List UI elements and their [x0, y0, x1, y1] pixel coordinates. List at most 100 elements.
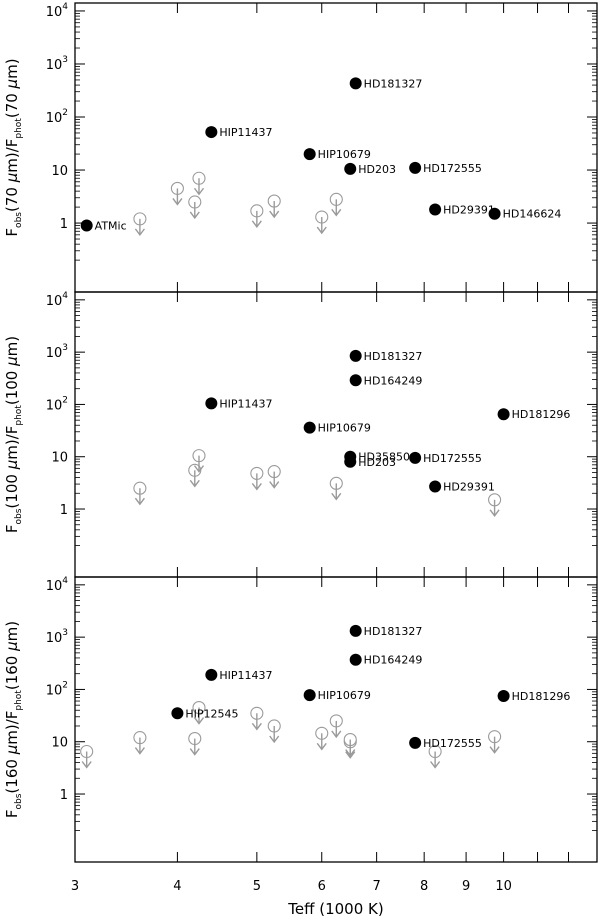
- upper-limit-marker: [329, 714, 343, 739]
- y-tick-exp: 2: [62, 108, 68, 118]
- upper-limit-arrow-head: [193, 187, 205, 196]
- detection-point: [429, 480, 442, 493]
- upper-limit-arrow-head: [269, 735, 280, 744]
- detection-point: [429, 203, 442, 216]
- upper-limit-marker: [267, 465, 281, 489]
- y-tick-label: 104: [46, 291, 69, 309]
- point-label: HD164249: [364, 654, 423, 667]
- upper-limit-marker: [329, 192, 343, 217]
- point-label: HD164249: [364, 374, 423, 387]
- upper-limit-arrow-head: [331, 492, 342, 501]
- y-tick-base: 1: [60, 503, 68, 518]
- y-label-part: μ: [3, 173, 21, 184]
- upper-limit-arrow-head: [134, 228, 145, 237]
- upper-limit-arrow-head: [345, 749, 356, 757]
- point-label: ATMic: [95, 219, 127, 232]
- y-label-part: μ: [3, 460, 21, 471]
- y-label-part: μ: [3, 79, 21, 90]
- x-axis-label: Teff (1000 K): [287, 900, 383, 918]
- y-axis-label: Fobs(70 μm)/Fphot(70 μm): [3, 58, 24, 236]
- upper-limit-arrow-head: [489, 746, 500, 754]
- point-label: HD181296: [512, 408, 571, 421]
- y-label-part: (100: [3, 366, 21, 405]
- upper-limit-arrow-head: [189, 479, 200, 488]
- detection-point: [303, 148, 316, 161]
- y-tick-label: 103: [46, 628, 68, 646]
- point-label: HIP10679: [318, 422, 371, 435]
- detection-point: [409, 451, 422, 464]
- y-tick-exp: 3: [62, 628, 68, 638]
- point-label: HIP10679: [318, 689, 371, 702]
- y-label-part: F: [3, 228, 21, 237]
- point-label: HD172555: [423, 452, 482, 465]
- y-tick-label: 103: [46, 343, 68, 361]
- upper-limit-arrow-head: [134, 497, 145, 506]
- y-tick-base: 10: [46, 579, 63, 594]
- upper-limit-arrow-head: [193, 717, 205, 725]
- y-tick-label: 1: [60, 503, 68, 518]
- x-tick-label: 7: [372, 879, 380, 894]
- detection-point: [205, 668, 218, 681]
- point-label: HIP12545: [185, 707, 238, 720]
- x-tick-label: 5: [253, 879, 261, 894]
- upper-limit-arrow-head: [251, 722, 262, 731]
- upper-limit-marker: [428, 744, 442, 769]
- detection-point: [349, 653, 362, 666]
- y-tick-label: 10: [51, 164, 68, 179]
- y-tick-exp: 3: [62, 55, 68, 65]
- detection-point: [171, 707, 184, 720]
- point-label: HD146624: [503, 208, 562, 221]
- detection-point: [488, 207, 501, 220]
- upper-limit-marker: [488, 493, 502, 517]
- detection-point: [303, 421, 316, 434]
- y-label-part: m): [3, 58, 21, 78]
- upper-limit-marker: [329, 476, 343, 501]
- y-tick-exp: 3: [62, 343, 68, 353]
- y-tick-base: 10: [46, 346, 63, 361]
- y-label-part: obs: [14, 793, 24, 809]
- point-label: HD181327: [364, 625, 423, 638]
- upper-limit-arrow-head: [251, 482, 262, 491]
- upper-limit-arrow-head: [81, 761, 92, 769]
- detection-point: [205, 397, 218, 410]
- y-tick-base: 10: [46, 398, 63, 413]
- y-tick-label: 1: [60, 788, 68, 803]
- upper-limit-arrow-head: [430, 761, 441, 769]
- detection-point: [205, 126, 218, 139]
- y-label-part: m)/F: [3, 711, 21, 745]
- y-tick-label: 103: [46, 55, 68, 73]
- point-label: HIP11437: [219, 126, 272, 139]
- y-tick-base: 10: [46, 294, 63, 309]
- y-tick-base: 10: [46, 631, 63, 646]
- x-tick-label: 8: [420, 879, 428, 894]
- upper-limit-arrow-head: [316, 742, 327, 751]
- upper-limit-marker: [250, 706, 264, 731]
- upper-limit-arrow-head: [345, 751, 356, 759]
- y-label-part: m)/F: [3, 426, 21, 460]
- y-tick-label: 104: [46, 2, 69, 20]
- point-label: HD203: [358, 163, 396, 176]
- upper-limit-marker: [170, 181, 184, 206]
- detection-point: [349, 624, 362, 637]
- y-tick-base: 1: [60, 788, 68, 803]
- point-label: HD181327: [364, 77, 423, 90]
- y-label-part: m): [3, 336, 21, 356]
- y-label-part: m): [3, 621, 21, 641]
- y-tick-label: 1: [60, 217, 68, 232]
- y-tick-base: 10: [51, 451, 68, 466]
- upper-limit-arrow-head: [489, 509, 500, 517]
- upper-limit-marker: [80, 744, 94, 769]
- y-tick-base: 10: [46, 5, 63, 20]
- point-label: HD203: [358, 456, 396, 469]
- y-label-part: F: [3, 809, 21, 818]
- upper-limit-marker: [188, 732, 202, 756]
- upper-limit-marker: [343, 733, 357, 757]
- x-tick-label: 4: [173, 879, 181, 894]
- upper-limit-arrow-head: [331, 730, 342, 739]
- upper-limit-marker: [192, 171, 206, 196]
- upper-limit-arrow-head: [193, 465, 205, 473]
- upper-limit-marker: [250, 204, 264, 229]
- y-tick-base: 10: [51, 736, 68, 751]
